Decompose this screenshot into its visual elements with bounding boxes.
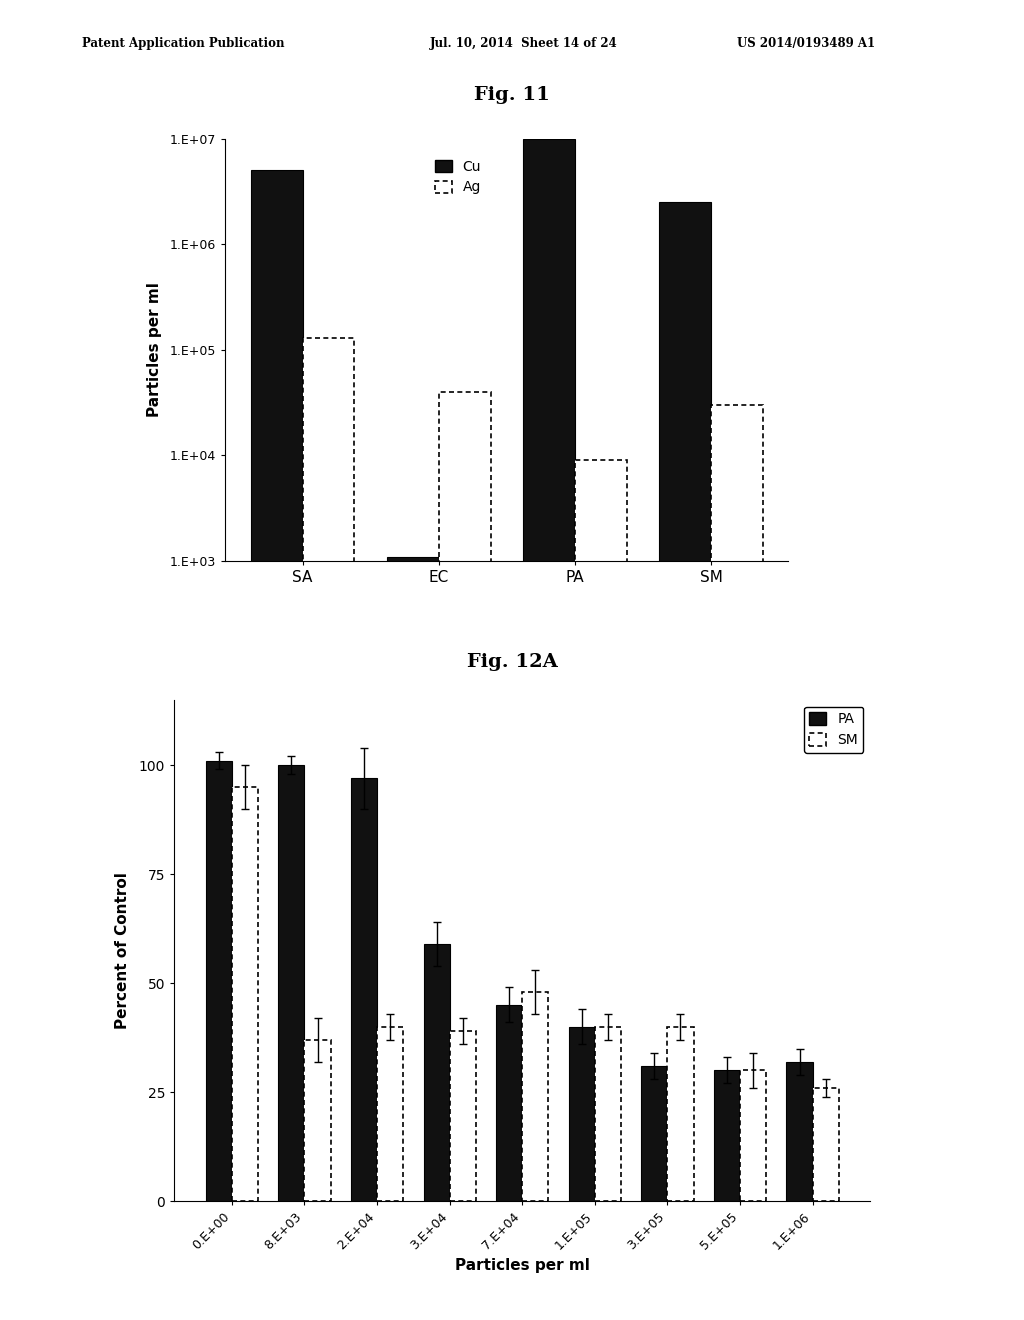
- Bar: [303, 338, 354, 1320]
- Bar: [595, 1027, 621, 1201]
- Legend: Cu, Ag: Cu, Ag: [429, 154, 486, 201]
- Bar: [377, 1027, 403, 1201]
- Bar: [641, 1067, 668, 1201]
- Bar: [424, 944, 450, 1201]
- Text: Patent Application Publication: Patent Application Publication: [82, 37, 285, 50]
- Bar: [387, 557, 439, 1320]
- Bar: [740, 1071, 766, 1201]
- Bar: [522, 991, 549, 1201]
- Bar: [450, 1031, 476, 1201]
- Bar: [496, 1005, 522, 1201]
- Legend: PA, SM: PA, SM: [804, 706, 863, 752]
- Y-axis label: Percent of Control: Percent of Control: [116, 873, 130, 1028]
- Bar: [351, 777, 377, 1201]
- Bar: [523, 139, 574, 1320]
- Text: Jul. 10, 2014  Sheet 14 of 24: Jul. 10, 2014 Sheet 14 of 24: [430, 37, 617, 50]
- Bar: [279, 766, 304, 1201]
- Bar: [304, 1040, 331, 1201]
- Text: US 2014/0193489 A1: US 2014/0193489 A1: [737, 37, 876, 50]
- Y-axis label: Particles per ml: Particles per ml: [146, 282, 162, 417]
- Bar: [659, 202, 711, 1320]
- Text: Fig. 12A: Fig. 12A: [467, 653, 557, 672]
- Bar: [439, 392, 490, 1320]
- Bar: [231, 787, 258, 1201]
- Bar: [574, 461, 627, 1320]
- Bar: [786, 1061, 813, 1201]
- Bar: [568, 1027, 595, 1201]
- Bar: [206, 760, 231, 1201]
- X-axis label: Particles per ml: Particles per ml: [455, 1258, 590, 1272]
- Bar: [668, 1027, 693, 1201]
- Bar: [714, 1071, 740, 1201]
- Bar: [251, 170, 303, 1320]
- Bar: [711, 405, 763, 1320]
- Bar: [813, 1088, 839, 1201]
- Text: Fig. 11: Fig. 11: [474, 86, 550, 104]
